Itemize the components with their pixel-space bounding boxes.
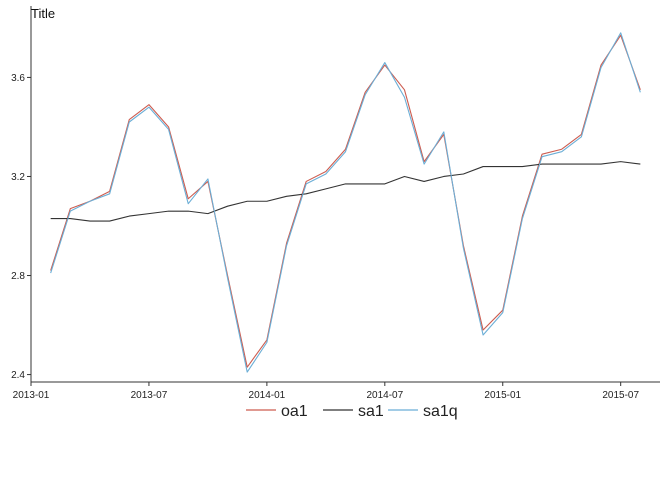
x-tick-label: 2014-01 [249, 390, 286, 401]
y-axis: 2.4 2.8 3.2 3.6 [11, 73, 31, 381]
legend-label-sa1: sa1 [358, 403, 384, 420]
series-layer [50, 32, 641, 373]
x-axis: 2013-01 2013-07 2014-01 2014-07 2015-01 2015-… [13, 382, 639, 401]
series-line-sa1 [50, 161, 641, 222]
series-line-sa1q [50, 32, 641, 373]
x-tick-label: 2014-07 [366, 390, 403, 401]
legend-label-oa1: oa1 [281, 403, 308, 420]
legend: oa1 sa1 sa1q [246, 403, 458, 420]
x-tick-label: 2015-01 [484, 390, 521, 401]
chart-title: Title [31, 6, 55, 21]
x-tick-label: 2015-07 [602, 390, 639, 401]
y-tick-label: 3.2 [11, 172, 25, 183]
series-line-oa1 [50, 34, 641, 368]
y-tick-label: 3.6 [11, 73, 25, 84]
x-tick-label: 2013-01 [13, 390, 50, 401]
y-tick-label: 2.8 [11, 271, 25, 282]
x-tick-label: 2013-07 [131, 390, 168, 401]
y-tick-label: 2.4 [11, 370, 25, 381]
legend-label-sa1q: sa1q [423, 403, 458, 420]
